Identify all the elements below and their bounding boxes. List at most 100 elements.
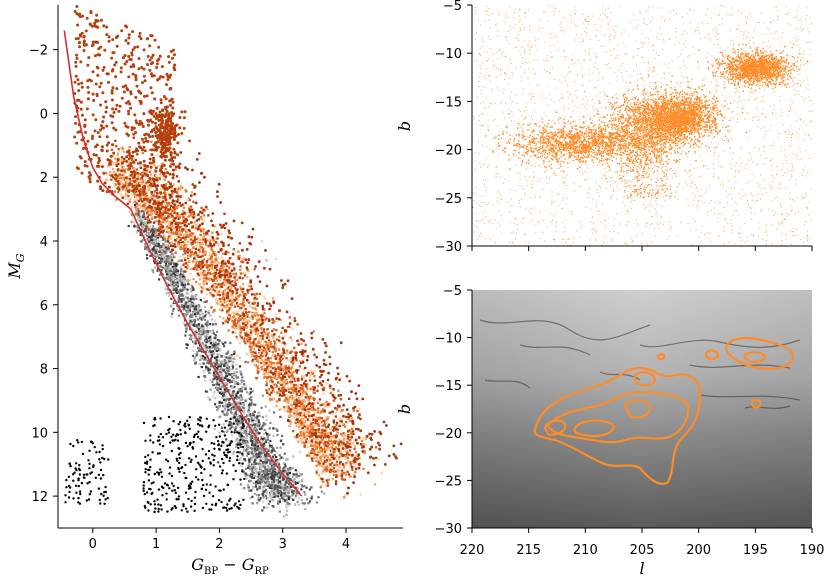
cmd-star-orange xyxy=(340,469,344,472)
cmd-star-orange xyxy=(200,206,203,210)
cmd-star-gray xyxy=(241,398,244,401)
cmd-star-gray xyxy=(207,369,210,372)
cmd-star-orange xyxy=(283,355,286,358)
cmd-star-black xyxy=(173,489,176,492)
cmd-star-black xyxy=(239,443,242,446)
cmd-star-orange xyxy=(240,302,243,306)
cmd-star-gray xyxy=(216,352,219,355)
cmd-star-orange xyxy=(167,247,170,250)
cmd-star-gray xyxy=(219,387,222,390)
cmd-star-gray xyxy=(260,492,263,495)
cmd-star-orange xyxy=(285,368,288,371)
cmd-star-gray xyxy=(249,433,252,437)
cmd-star-gray xyxy=(173,256,176,259)
cmd-star-orange xyxy=(249,324,253,327)
cmd-star-gray xyxy=(165,292,168,295)
cmd-star-orange xyxy=(301,349,304,352)
cmd-star-gray xyxy=(230,424,233,427)
cmd-star-gray xyxy=(294,491,297,494)
cmd-star-gray xyxy=(266,438,269,441)
cmd-star-orange xyxy=(177,198,180,201)
cmd-star-gray xyxy=(256,488,259,491)
cmd-star-black xyxy=(78,502,82,505)
cmd-star-gray xyxy=(127,224,130,228)
cmd-star-gray xyxy=(252,486,255,489)
cmd-star-gray xyxy=(136,229,139,232)
cmd-star-orange xyxy=(323,421,327,425)
cmd-star-gray xyxy=(234,396,237,399)
cmd-star-orange xyxy=(314,424,317,427)
cmd-star-gray xyxy=(144,247,147,250)
cmd-star-black xyxy=(157,473,161,476)
cmd-star-orange xyxy=(244,323,247,327)
cmd-star-orange xyxy=(178,201,181,205)
cmd-star-gray xyxy=(204,334,207,337)
cmd-star-gray xyxy=(130,220,133,223)
cmd-star-gray xyxy=(232,408,235,411)
cmd-star-black xyxy=(165,432,168,436)
cmd-star-gray xyxy=(276,459,279,462)
cmd-star-gray xyxy=(246,452,249,455)
cmd-star-black xyxy=(213,454,216,457)
cmd-star-black xyxy=(229,417,232,421)
cmd-star-gray xyxy=(243,471,246,474)
cmd-star-black xyxy=(187,497,190,501)
cmd-star-gray xyxy=(240,421,244,424)
cmd-star-orange xyxy=(275,404,278,408)
cmd-star-gray xyxy=(228,402,231,405)
cmd-star-gray xyxy=(252,414,255,417)
cmd-star-gray xyxy=(256,502,259,505)
cmd-star-gray xyxy=(168,234,171,237)
cmd-star-orange xyxy=(305,387,309,390)
cmd-star-gray xyxy=(264,474,267,477)
cmd-star-gray xyxy=(231,396,234,399)
cmd-star-orange xyxy=(277,386,280,389)
cmd-star-orange xyxy=(223,298,226,301)
cmd-star-gray xyxy=(219,349,222,352)
cmd-star-orange xyxy=(294,421,297,424)
cmd-star-black xyxy=(197,418,200,421)
cmd-star-orange xyxy=(280,363,283,366)
cmd-star-gray xyxy=(202,344,205,347)
cmd-star-gray xyxy=(191,295,194,298)
cmd-star-orange xyxy=(248,288,251,292)
cmd-star-gray xyxy=(169,284,172,287)
cmd-star-orange xyxy=(347,473,351,476)
cmd-star-gray xyxy=(217,416,220,419)
cmd-star-gray xyxy=(153,237,156,240)
cmd-star-gray xyxy=(164,276,167,280)
cmd-star-gray xyxy=(258,449,261,452)
cmd-star-gray xyxy=(197,304,201,307)
cmd-star-orange xyxy=(298,435,301,438)
cmd-star-orange xyxy=(263,319,267,322)
cmd-star-gray xyxy=(146,257,149,260)
cmd-star-orange xyxy=(203,274,206,277)
cmd-star-gray xyxy=(287,495,290,498)
cmd-star-gray xyxy=(158,266,161,269)
cmd-star-orange xyxy=(139,188,142,191)
cmd-star-orange xyxy=(189,233,192,236)
cmd-star-orange xyxy=(163,189,166,192)
cmd-star-gray xyxy=(163,257,166,260)
cmd-star-orange xyxy=(176,222,179,225)
cmd-star-gray xyxy=(235,394,238,397)
cmd-star-gray xyxy=(185,323,188,326)
cmd-star-orange xyxy=(132,190,135,193)
cmd-star-gray xyxy=(231,385,234,388)
cmd-star-orange xyxy=(233,315,236,318)
cmd-star-black xyxy=(233,504,236,507)
cmd-star-gray xyxy=(175,263,178,266)
cmd-star-orange xyxy=(348,442,351,445)
cmd-star-black xyxy=(99,477,103,480)
cmd-star-gray xyxy=(268,483,271,486)
cmd-star-gray xyxy=(283,492,286,495)
cmd-star-orange xyxy=(254,355,257,358)
cmd-star-orange xyxy=(355,467,358,470)
cmd-star-gray xyxy=(257,496,261,499)
cmd-star-black xyxy=(190,499,193,503)
cmd-star-gray xyxy=(261,416,264,419)
cmd-star-black xyxy=(217,443,220,447)
cmd-star-orange xyxy=(289,336,292,339)
cmd-star-gray xyxy=(167,265,170,268)
cmd-star-gray xyxy=(295,470,299,473)
